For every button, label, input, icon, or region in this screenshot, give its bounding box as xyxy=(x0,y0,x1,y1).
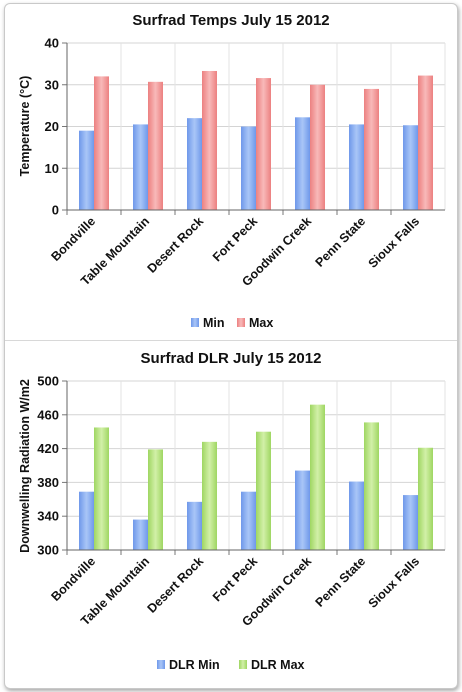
temps-chart: Surfrad Temps July 15 2012 Temperature (… xyxy=(18,12,446,330)
dlr-bar-dlr-max xyxy=(256,431,271,550)
temps-bar-min xyxy=(295,117,310,210)
dlr-x-category-label: Desert Rock xyxy=(145,554,207,616)
dlr-x-category-label: Sioux Falls xyxy=(366,554,423,611)
temps-bar-min xyxy=(79,130,94,210)
temps-bar-min xyxy=(133,124,148,210)
temps-bar-max xyxy=(148,81,163,210)
dlr-bar-dlr-max xyxy=(202,441,217,550)
dlr-bar-dlr-min xyxy=(133,519,148,550)
temps-bar-min xyxy=(349,124,364,210)
dlr-bar-dlr-min xyxy=(403,495,418,550)
dlr-x-category-label: Penn State xyxy=(313,554,369,610)
dlr-y-tick-label: 300 xyxy=(37,543,59,558)
temps-y-tick-label: 20 xyxy=(45,119,59,134)
temps-y-tick-label: 0 xyxy=(52,203,59,218)
dlr-bar-dlr-max xyxy=(364,422,379,550)
dlr-bar-dlr-min xyxy=(79,491,94,550)
temps-legend-swatch xyxy=(191,318,199,327)
temps-bar-max xyxy=(418,75,433,210)
dlr-y-tick-label: 460 xyxy=(37,407,59,422)
temps-x-category-label: Fort Peck xyxy=(210,214,260,264)
temps-legend-label: Max xyxy=(249,316,273,330)
dlr-y-tick-label: 340 xyxy=(37,509,59,524)
dlr-bar-dlr-max xyxy=(148,449,163,550)
dlr-bar-dlr-max xyxy=(418,447,433,550)
dlr-chart-title: Surfrad DLR July 15 2012 xyxy=(141,350,322,367)
temps-legend-swatch xyxy=(237,318,245,327)
temps-bar-min xyxy=(241,126,256,210)
dlr-y-tick-label: 380 xyxy=(37,475,59,490)
temps-y-tick-label: 40 xyxy=(45,36,59,51)
dlr-bar-dlr-max xyxy=(310,404,325,550)
chart-frame: Surfrad Temps July 15 2012 Temperature (… xyxy=(4,3,458,689)
dlr-x-category-label: Fort Peck xyxy=(210,554,260,604)
temps-legend-label: Min xyxy=(203,316,225,330)
dlr-y-axis-label: Downwelling Radiation W/m2 xyxy=(18,379,32,553)
dlr-bar-dlr-min xyxy=(349,481,364,550)
temps-chart-title: Surfrad Temps July 15 2012 xyxy=(132,12,329,29)
temps-x-category-label: Bondville xyxy=(48,214,98,264)
dlr-y-tick-label: 420 xyxy=(37,441,59,456)
temps-bar-max xyxy=(94,76,109,211)
temps-bar-max xyxy=(364,88,379,210)
dlr-chart-panel: Surfrad DLR July 15 2012 Downwelling Rad… xyxy=(5,340,457,688)
temps-bar-min xyxy=(403,125,418,210)
temps-chart-panel: Surfrad Temps July 15 2012 Temperature (… xyxy=(5,4,457,340)
temps-x-category-label: Sioux Falls xyxy=(366,214,423,271)
dlr-chart: Surfrad DLR July 15 2012 Downwelling Rad… xyxy=(18,350,446,672)
temps-bar-min xyxy=(187,118,202,210)
dlr-legend-label: DLR Min xyxy=(169,658,220,672)
dlr-legend-label: DLR Max xyxy=(251,658,305,672)
temps-x-category-label: Penn State xyxy=(313,214,369,270)
temps-bar-max xyxy=(202,70,217,210)
dlr-x-category-label: Bondville xyxy=(48,554,98,604)
dlr-bar-dlr-min xyxy=(187,501,202,550)
dlr-y-tick-label: 500 xyxy=(37,374,59,389)
temps-y-tick-label: 10 xyxy=(45,161,59,176)
dlr-legend-swatch xyxy=(239,660,247,669)
temps-x-category-label: Desert Rock xyxy=(145,214,207,276)
dlr-bar-dlr-max xyxy=(94,427,109,550)
temps-y-axis-label: Temperature (°C) xyxy=(18,76,32,177)
temps-bar-max xyxy=(310,84,325,210)
dlr-bar-dlr-min xyxy=(295,470,310,550)
temps-bar-max xyxy=(256,78,271,210)
dlr-bar-dlr-min xyxy=(241,491,256,550)
dlr-legend-swatch xyxy=(157,660,165,669)
temps-y-tick-label: 30 xyxy=(45,77,59,92)
